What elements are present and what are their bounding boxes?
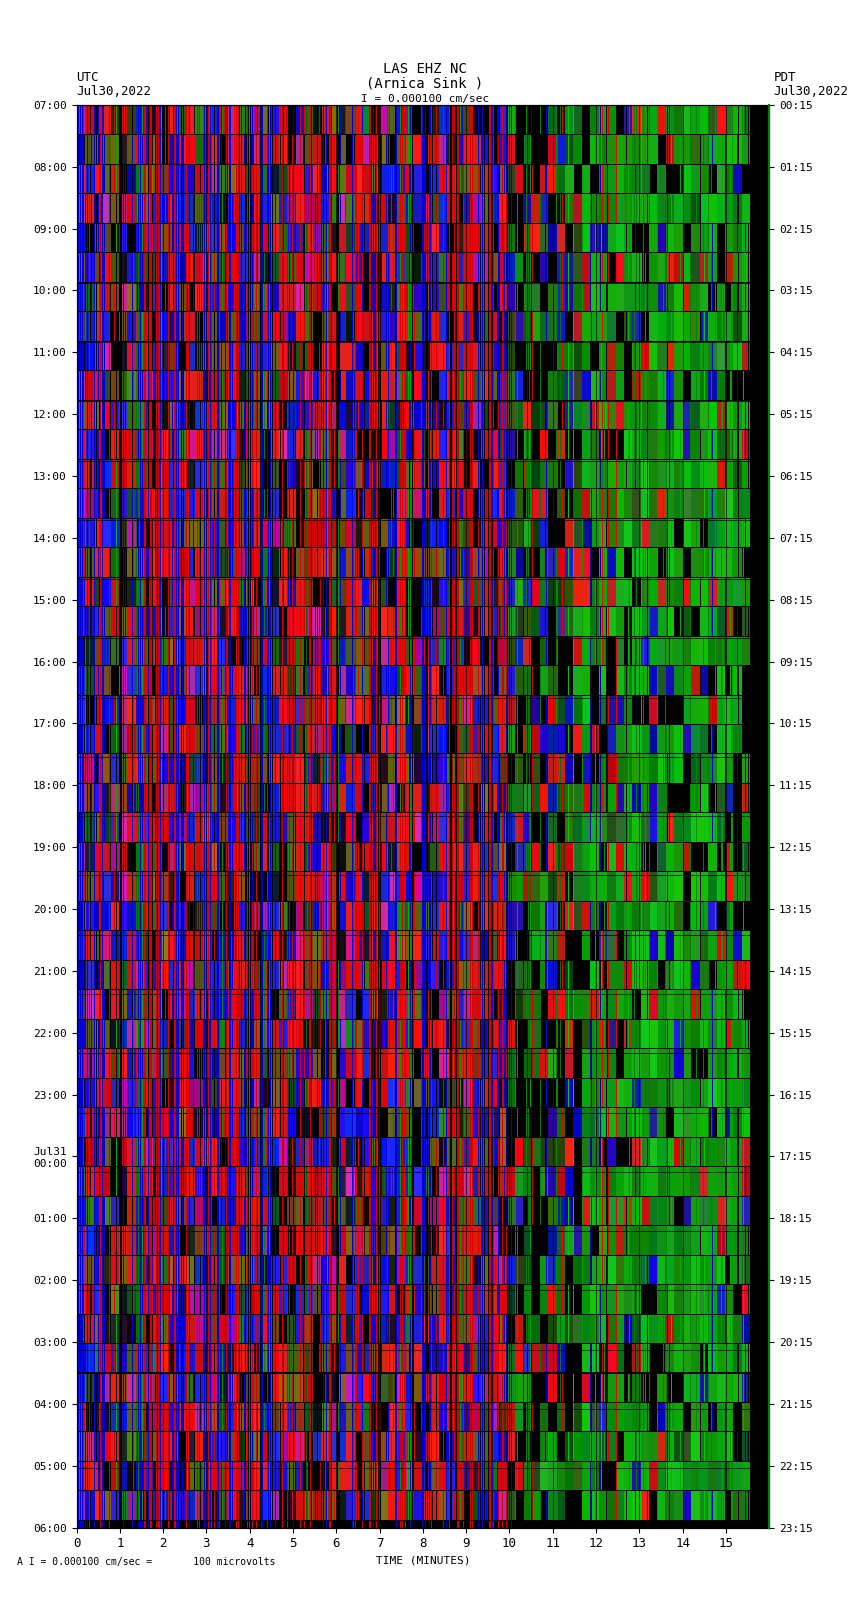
Text: I = 0.000100 cm/sec: I = 0.000100 cm/sec xyxy=(361,94,489,103)
Text: LAS EHZ NC: LAS EHZ NC xyxy=(383,61,467,76)
Text: Jul30,2022: Jul30,2022 xyxy=(76,85,151,98)
Text: (Arnica Sink ): (Arnica Sink ) xyxy=(366,76,484,90)
Text: UTC: UTC xyxy=(76,71,99,84)
Text: Jul30,2022: Jul30,2022 xyxy=(774,85,848,98)
X-axis label: TIME (MINUTES): TIME (MINUTES) xyxy=(376,1557,470,1566)
Text: A I = 0.000100 cm/sec =       100 microvolts: A I = 0.000100 cm/sec = 100 microvolts xyxy=(17,1557,275,1566)
Text: PDT: PDT xyxy=(774,71,796,84)
